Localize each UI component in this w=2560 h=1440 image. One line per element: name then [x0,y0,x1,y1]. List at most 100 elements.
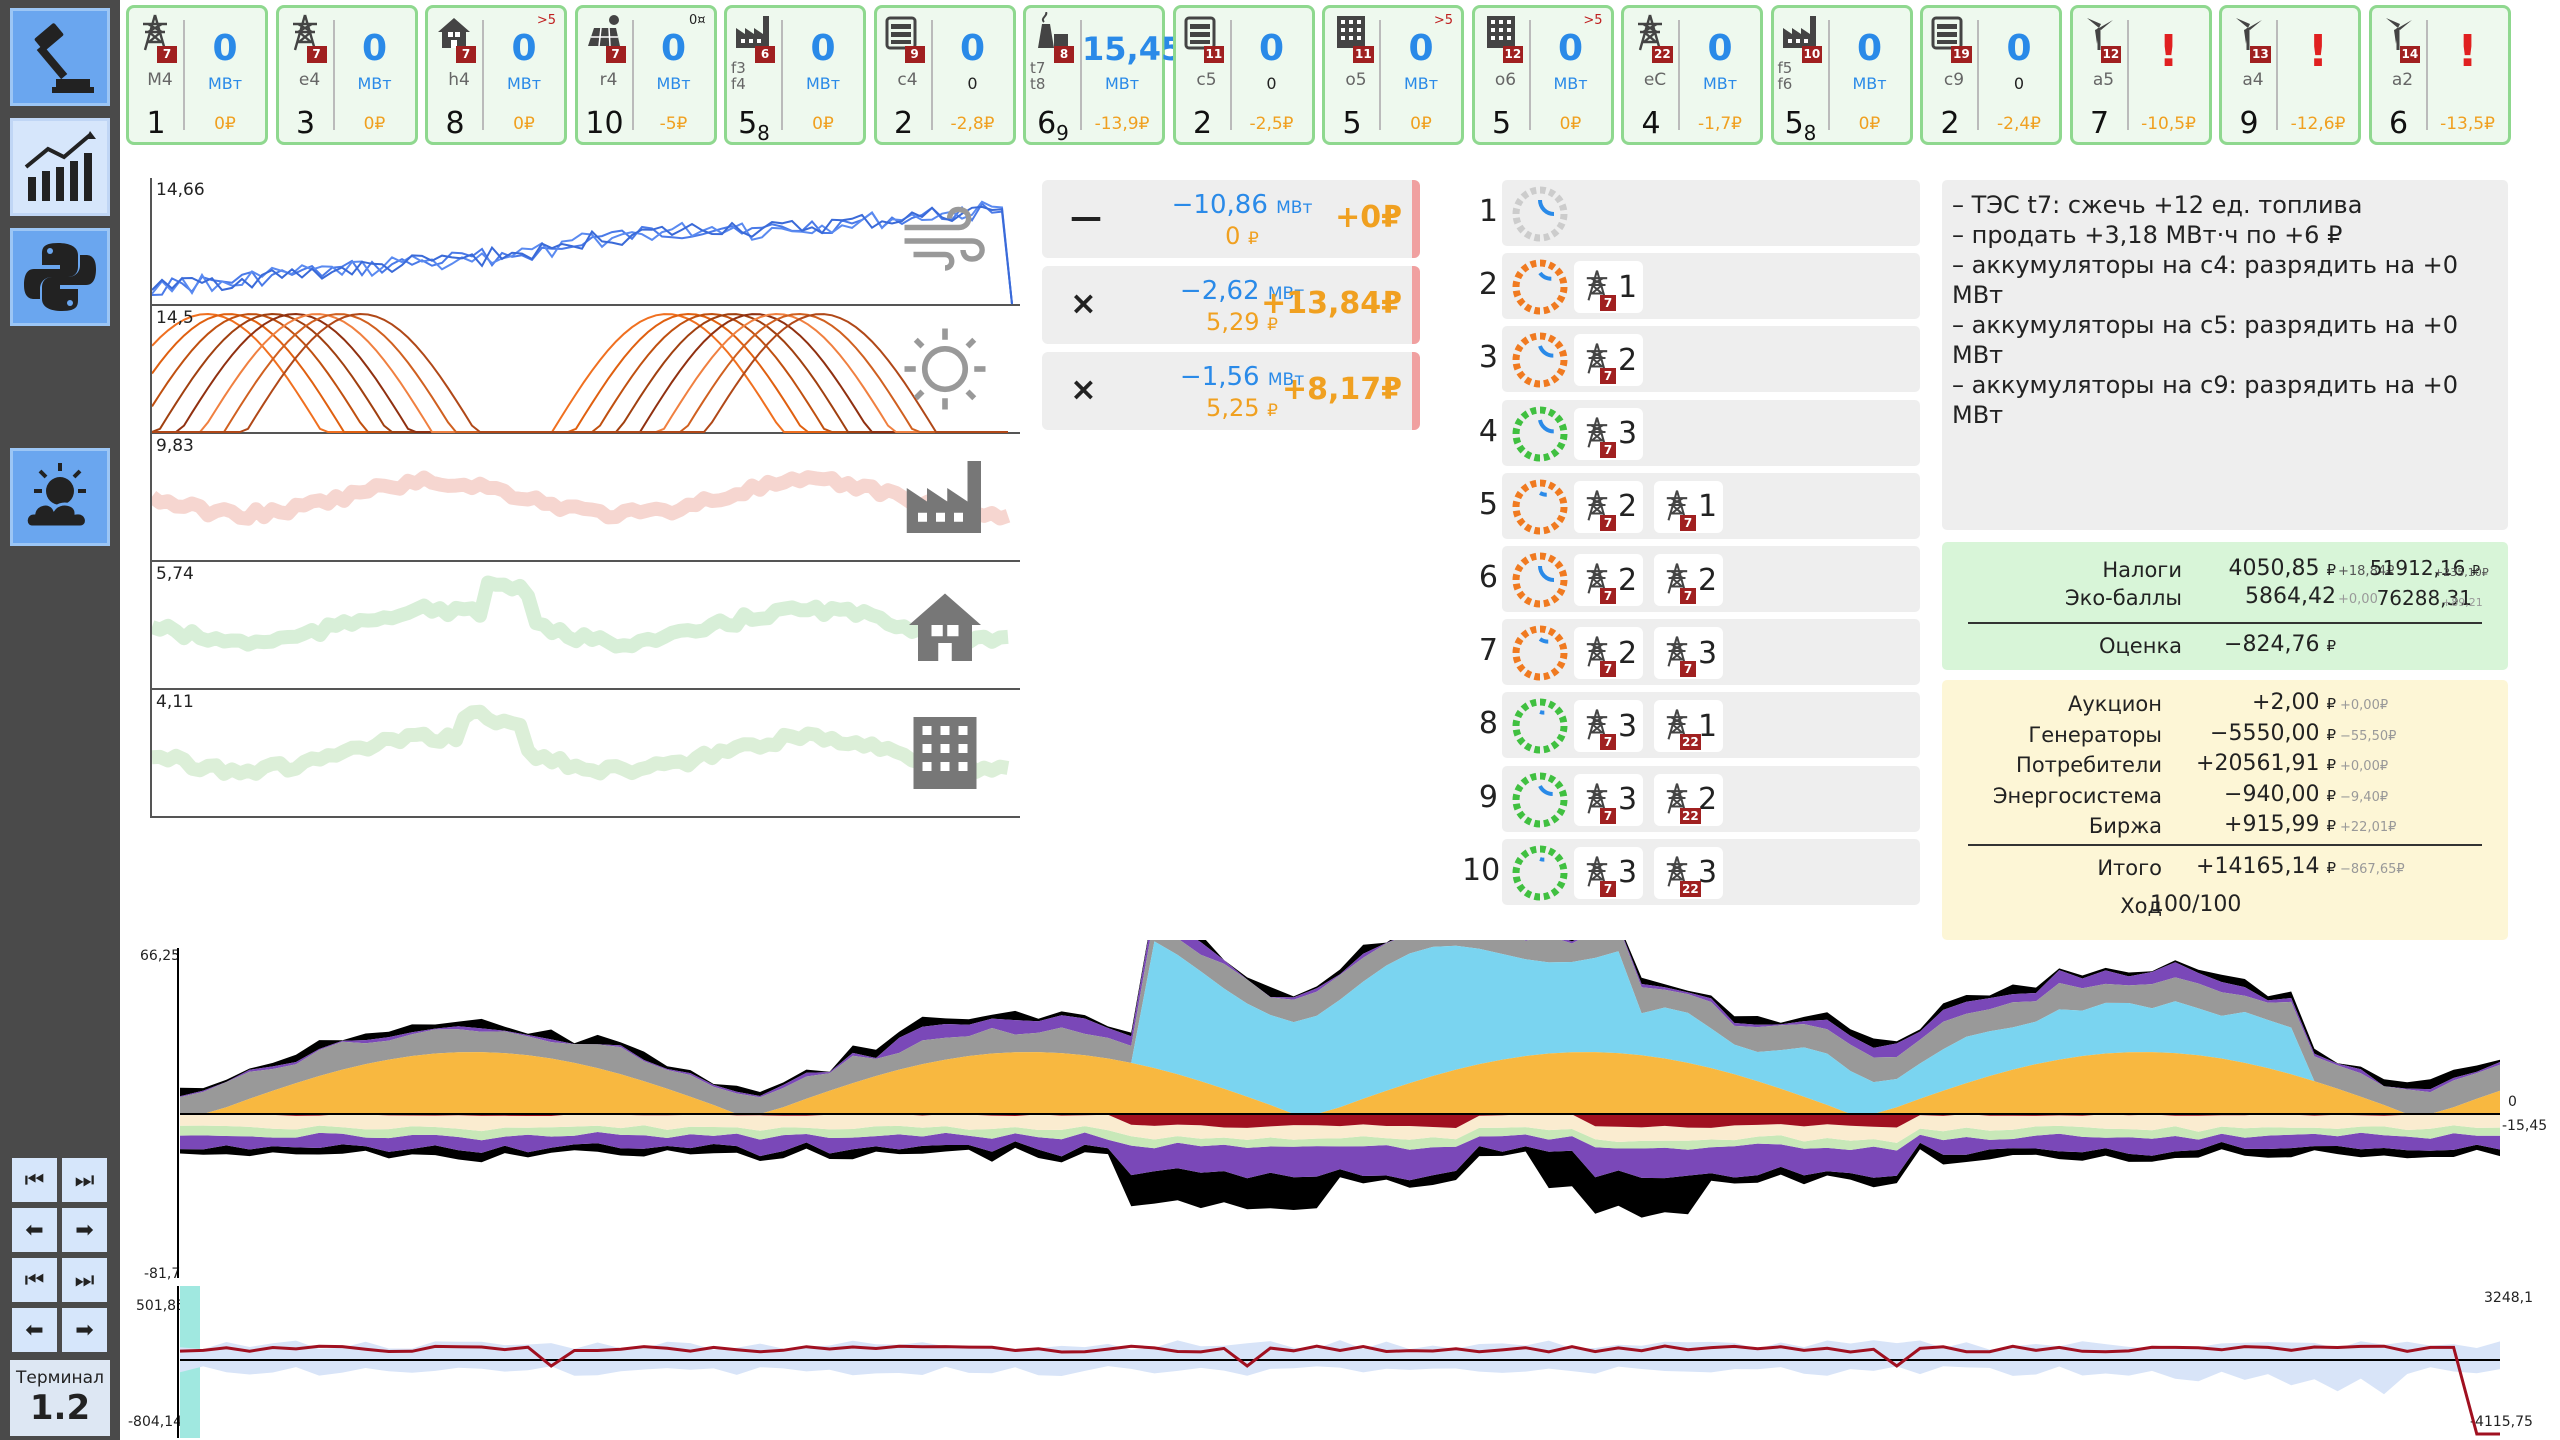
summary-delta: +22,01₽ [2340,820,2397,835]
step-forward-button-2[interactable]: ➡ [62,1308,107,1352]
object-card-a4[interactable]: 13 a4! 9 -12,6₽ [2219,5,2361,145]
step-back-button-2[interactable]: ⬅ [12,1308,57,1352]
line-segment-chip[interactable]: 7 3 [1574,700,1644,753]
object-card-o5[interactable]: 11 >5 o5 0 МВт 5 0₽ [1322,5,1464,145]
to-end-button[interactable]: ⏭ [62,1158,107,1202]
object-card-h4[interactable]: 7 >5 h4 0 МВт 8 0₽ [425,5,567,145]
python-script-button[interactable] [10,228,110,326]
object-card-a5[interactable]: 12 a5! 7 -10,5₽ [2069,5,2212,145]
object-card-eC[interactable]: 22 eC 0 МВт 4 -1,7₽ [1621,5,1763,145]
to-end-button-2[interactable]: ⏭ [62,1258,107,1302]
power-line-row-1[interactable]: 1 [1479,180,1920,246]
line-segment-chip[interactable]: 7 3 [1574,773,1644,826]
weather-button[interactable] [10,448,110,546]
object-card-r4[interactable]: 7 0¤ r4 0 МВт 10 -5₽ [574,5,717,145]
power-line-row-3[interactable]: 3 7 2 [1479,326,1920,393]
object-sup: >5 [1433,13,1453,28]
object-label: eC [1643,70,1667,90]
supply-solar-area [180,1052,2500,1114]
object-money: -1,7₽ [1698,114,1742,134]
line-segment-chip[interactable]: 22 1 [1654,700,1724,753]
line-segment-chip[interactable]: 22 3 [1654,846,1724,899]
power-line-icon [1660,781,1694,819]
object-card-c9[interactable]: 19 c9 0 0 2 -2,4₽ [1920,5,2062,145]
exchange-order-2[interactable]: × −2,62 МВт 5,29 ₽ +13,84₽ [1042,266,1420,344]
object-card-e4[interactable]: 7 e4 0 МВт 3 0₽ [275,5,418,145]
line-segment-chip[interactable]: 7 1 [1574,261,1644,314]
power-line-row-10[interactable]: 10 7 3 22 3 [1462,838,1920,905]
gavel-icon [34,23,94,93]
object-sup: 0¤ [688,13,706,28]
object-label: o6 [1494,70,1517,90]
power-line-row-8[interactable]: 8 7 3 22 1 [1479,692,1920,759]
summary-label: Энергосистема [1992,783,2162,808]
object-label: t7 t8 [1030,59,1046,93]
wind-turbine-icon [2228,12,2272,52]
object-count: 3 [295,106,316,141]
object-card-o6[interactable]: 12 >5 o6 0 МВт 5 0₽ [1471,5,1614,145]
line-segment-chip[interactable]: 7 2 [1574,334,1644,387]
wind-icon [900,196,990,286]
power-line-row-4[interactable]: 4 7 3 [1479,399,1920,468]
factory-icon [1780,12,1824,52]
object-label: c5 [1196,70,1217,90]
consumption-series [152,470,1011,526]
stats-button[interactable] [10,118,110,216]
solar-series [152,312,1008,433]
to-start-button-2[interactable]: ⏮ [12,1258,57,1302]
power-line-row-7[interactable]: 7 7 2 7 3 [1479,619,1920,686]
office-building-icon [900,708,990,798]
object-count: 2 [1192,106,1213,141]
balance-zero: 0 [2508,1094,2517,1110]
step-back-button[interactable]: ⬅ [12,1208,57,1252]
solar-series [152,312,1008,433]
battery-icon [1182,12,1226,52]
line-segment-chip[interactable]: 7 2 [1654,554,1724,606]
object-count: 2 [893,106,914,141]
object-card-f3-f4[interactable]: 6 f3 f4 0 МВт 58 0₽ [724,5,866,145]
object-card-c4[interactable]: 9 c4 0 0 2 -2,8₽ [873,5,1016,145]
line-segment-chip[interactable]: 7 3 [1574,407,1644,460]
turn-label: Ход [2120,894,2162,918]
to-start-button[interactable]: ⏮ [12,1158,57,1202]
object-power: 0 [660,28,687,69]
line-segment-chip[interactable]: 22 2 [1654,773,1724,826]
line-number: 5 [1478,486,1498,522]
object-unit: МВт [1403,74,1439,93]
load-ring-icon [1510,257,1570,321]
object-money: -12,6₽ [2290,114,2346,134]
summary-value: −5550,00 ₽ [2210,720,2336,746]
object-card-a2[interactable]: 14 a2! 6 -13,5₽ [2368,5,2511,145]
log-line: – аккумуляторы на c4: разрядить на +0 МВ… [1952,251,2459,309]
object-money: -13,9₽ [1094,114,1150,134]
exchange-order-3[interactable]: × −1,56 МВт 5,25 ₽ +8,17₽ [1042,352,1420,430]
load-ring-icon [1510,404,1570,468]
eco-total-delta: +89,21 [2442,596,2483,609]
line-segment-chip[interactable]: 7 3 [1654,627,1724,680]
supply-black-area [180,940,2500,1097]
power-line-row-9[interactable]: 9 7 3 22 2 [1479,765,1920,832]
log-line: – ТЭС t7: сжечь +12 ед. топлива [1952,191,2363,219]
exchange-order-1[interactable]: — −10,86 МВт 0 ₽ +0₽ [1042,180,1420,258]
segment-value: 2 [1698,782,1718,818]
line-segment-chip[interactable]: 7 2 [1574,480,1644,533]
object-card-c5[interactable]: 11 c5 0 0 2 -2,5₽ [1172,5,1315,145]
object-card-t7-t8[interactable]: 8 t7 t8 15,45 МВт 69 -13,9₽ [1023,5,1183,145]
object-label: r4 [599,70,618,90]
line-segment-chip[interactable]: 7 3 [1574,846,1644,899]
line-segment-chip[interactable]: 7 2 [1574,554,1644,606]
power-line-row-6[interactable]: 6 7 2 7 2 [1479,546,1920,612]
eco-label: Эко-баллы [2064,586,2182,610]
power-line-row-2[interactable]: 2 7 1 [1479,253,1920,321]
card-divider [183,20,185,130]
power-line-icon [1660,707,1694,745]
power-line-row-5[interactable]: 5 7 2 7 1 [1479,472,1920,539]
step-forward-button[interactable]: ➡ [62,1208,107,1252]
line-segment-chip[interactable]: 7 2 [1574,627,1644,680]
card-divider [1229,20,1232,130]
forecast-max: 9,83 [156,436,194,456]
auction-button[interactable] [10,8,110,106]
object-card-f5-f6[interactable]: 10 f5 f6 0 МВт 58 0₽ [1770,5,1913,145]
object-card-M4[interactable]: 7 M4 0 МВт 1 0₽ [126,5,268,145]
line-segment-chip[interactable]: 7 1 [1654,480,1724,533]
